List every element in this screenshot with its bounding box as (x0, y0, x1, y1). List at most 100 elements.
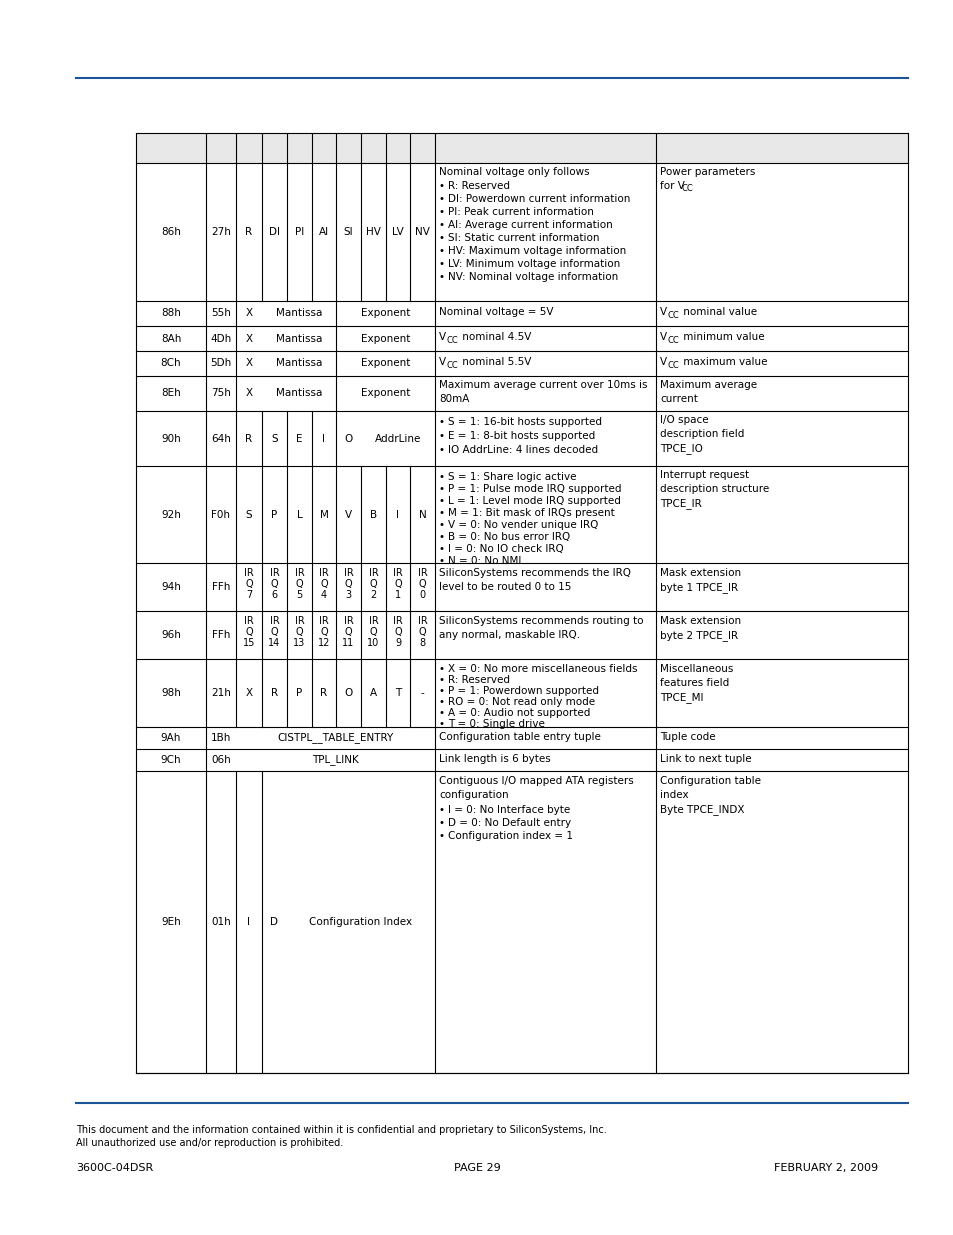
Text: •: • (438, 719, 444, 729)
Text: Maximum average: Maximum average (659, 380, 757, 390)
Text: D: D (271, 918, 278, 927)
Text: X: X (245, 389, 253, 399)
Text: current: current (659, 394, 698, 404)
Text: •: • (438, 182, 444, 191)
Text: R: R (245, 433, 253, 443)
Text: Q: Q (295, 627, 303, 637)
Text: CC: CC (681, 184, 693, 193)
Text: •: • (438, 194, 444, 204)
Text: P: P (296, 688, 302, 698)
Text: nominal value: nominal value (679, 308, 757, 317)
Text: N = 0: No NMI: N = 0: No NMI (448, 556, 521, 566)
Text: Q: Q (344, 579, 352, 589)
Text: index: index (659, 790, 688, 800)
Text: Q: Q (418, 627, 426, 637)
Text: Q: Q (418, 579, 426, 589)
Text: •: • (438, 508, 444, 517)
Text: D = 0: No Default entry: D = 0: No Default entry (448, 818, 571, 827)
Text: CISTPL__TABLE_ENTRY: CISTPL__TABLE_ENTRY (277, 732, 394, 743)
Text: Q: Q (271, 579, 278, 589)
Text: nominal 5.5V: nominal 5.5V (458, 357, 531, 367)
Text: •: • (438, 543, 444, 555)
Text: Q: Q (245, 579, 253, 589)
Text: V: V (659, 308, 666, 317)
Text: byte 1 TPCE_IR: byte 1 TPCE_IR (659, 582, 738, 593)
Text: A: A (370, 688, 376, 698)
Text: any normal, maskable IRQ.: any normal, maskable IRQ. (438, 630, 579, 640)
Text: IR: IR (294, 616, 304, 626)
Text: HV: Maximum voltage information: HV: Maximum voltage information (448, 246, 625, 256)
Text: V = 0: No vender unique IRQ: V = 0: No vender unique IRQ (448, 520, 598, 530)
Text: AI: Average current information: AI: Average current information (448, 220, 612, 230)
Text: FFh: FFh (212, 582, 230, 592)
Text: DI: DI (269, 227, 280, 237)
Text: IR: IR (368, 616, 378, 626)
Text: Interrupt request: Interrupt request (659, 471, 748, 480)
Text: •: • (438, 472, 444, 482)
Text: Q: Q (394, 579, 401, 589)
Text: HV: HV (366, 227, 380, 237)
Text: PAGE 29: PAGE 29 (453, 1163, 500, 1173)
Text: CC: CC (667, 311, 679, 320)
Text: •: • (438, 532, 444, 542)
Text: minimum value: minimum value (679, 332, 763, 342)
Text: 10: 10 (367, 638, 379, 648)
Text: R: R (271, 688, 277, 698)
Text: Exponent: Exponent (360, 309, 410, 319)
Text: O: O (344, 688, 353, 698)
Text: 11: 11 (342, 638, 355, 648)
Text: Configuration index = 1: Configuration index = 1 (448, 831, 573, 841)
Text: Configuration Index: Configuration Index (309, 918, 412, 927)
Text: •: • (438, 259, 444, 269)
Text: CC: CC (667, 361, 679, 370)
Text: E = 1: 8-bit hosts supported: E = 1: 8-bit hosts supported (448, 431, 595, 441)
Text: A = 0: Audio not supported: A = 0: Audio not supported (448, 708, 590, 718)
Text: Q: Q (370, 579, 377, 589)
Text: 94h: 94h (161, 582, 181, 592)
Text: LV: Minimum voltage information: LV: Minimum voltage information (448, 259, 619, 269)
Text: 6: 6 (272, 590, 277, 600)
Text: R: Reserved: R: Reserved (448, 182, 510, 191)
Text: I = 0: No IO check IRQ: I = 0: No IO check IRQ (448, 543, 563, 555)
Text: O: O (344, 433, 353, 443)
Text: X: X (245, 333, 253, 343)
Text: 21h: 21h (211, 688, 231, 698)
Text: Power parameters: Power parameters (659, 167, 755, 177)
Text: •: • (438, 246, 444, 256)
Text: R: R (320, 688, 327, 698)
Text: Q: Q (271, 627, 278, 637)
Text: Exponent: Exponent (360, 358, 410, 368)
Text: NV: Nominal voltage information: NV: Nominal voltage information (448, 272, 618, 282)
Text: 92h: 92h (161, 510, 181, 520)
Text: Q: Q (344, 627, 352, 637)
Text: •: • (438, 664, 444, 674)
Text: X: X (245, 309, 253, 319)
Text: 2: 2 (370, 590, 376, 600)
Text: IR: IR (393, 568, 402, 578)
Text: for V: for V (659, 182, 684, 191)
Text: P = 1: Powerdown supported: P = 1: Powerdown supported (448, 685, 598, 697)
Text: V: V (438, 357, 446, 367)
Text: V: V (438, 332, 446, 342)
Text: I/O space: I/O space (659, 415, 708, 425)
Text: level to be routed 0 to 15: level to be routed 0 to 15 (438, 582, 571, 592)
Text: Contiguous I/O mapped ATA registers: Contiguous I/O mapped ATA registers (438, 776, 633, 785)
Text: byte 2 TPCE_IR: byte 2 TPCE_IR (659, 630, 738, 641)
Text: •: • (438, 708, 444, 718)
Text: •: • (438, 831, 444, 841)
Text: 27h: 27h (211, 227, 231, 237)
Text: IR: IR (417, 616, 427, 626)
Text: 8: 8 (419, 638, 425, 648)
Text: IR: IR (343, 616, 353, 626)
Text: LV: LV (392, 227, 403, 237)
Text: Q: Q (295, 579, 303, 589)
Text: IR: IR (294, 568, 304, 578)
Text: TPCE_IO: TPCE_IO (659, 443, 702, 454)
Text: description structure: description structure (659, 484, 768, 494)
Text: IR: IR (368, 568, 378, 578)
Text: I = 0: No Interface byte: I = 0: No Interface byte (448, 805, 570, 815)
Text: 1: 1 (395, 590, 400, 600)
Text: Link to next tuple: Link to next tuple (659, 755, 751, 764)
Text: FFh: FFh (212, 630, 230, 640)
Text: X = 0: No more miscellaneous fields: X = 0: No more miscellaneous fields (448, 664, 637, 674)
